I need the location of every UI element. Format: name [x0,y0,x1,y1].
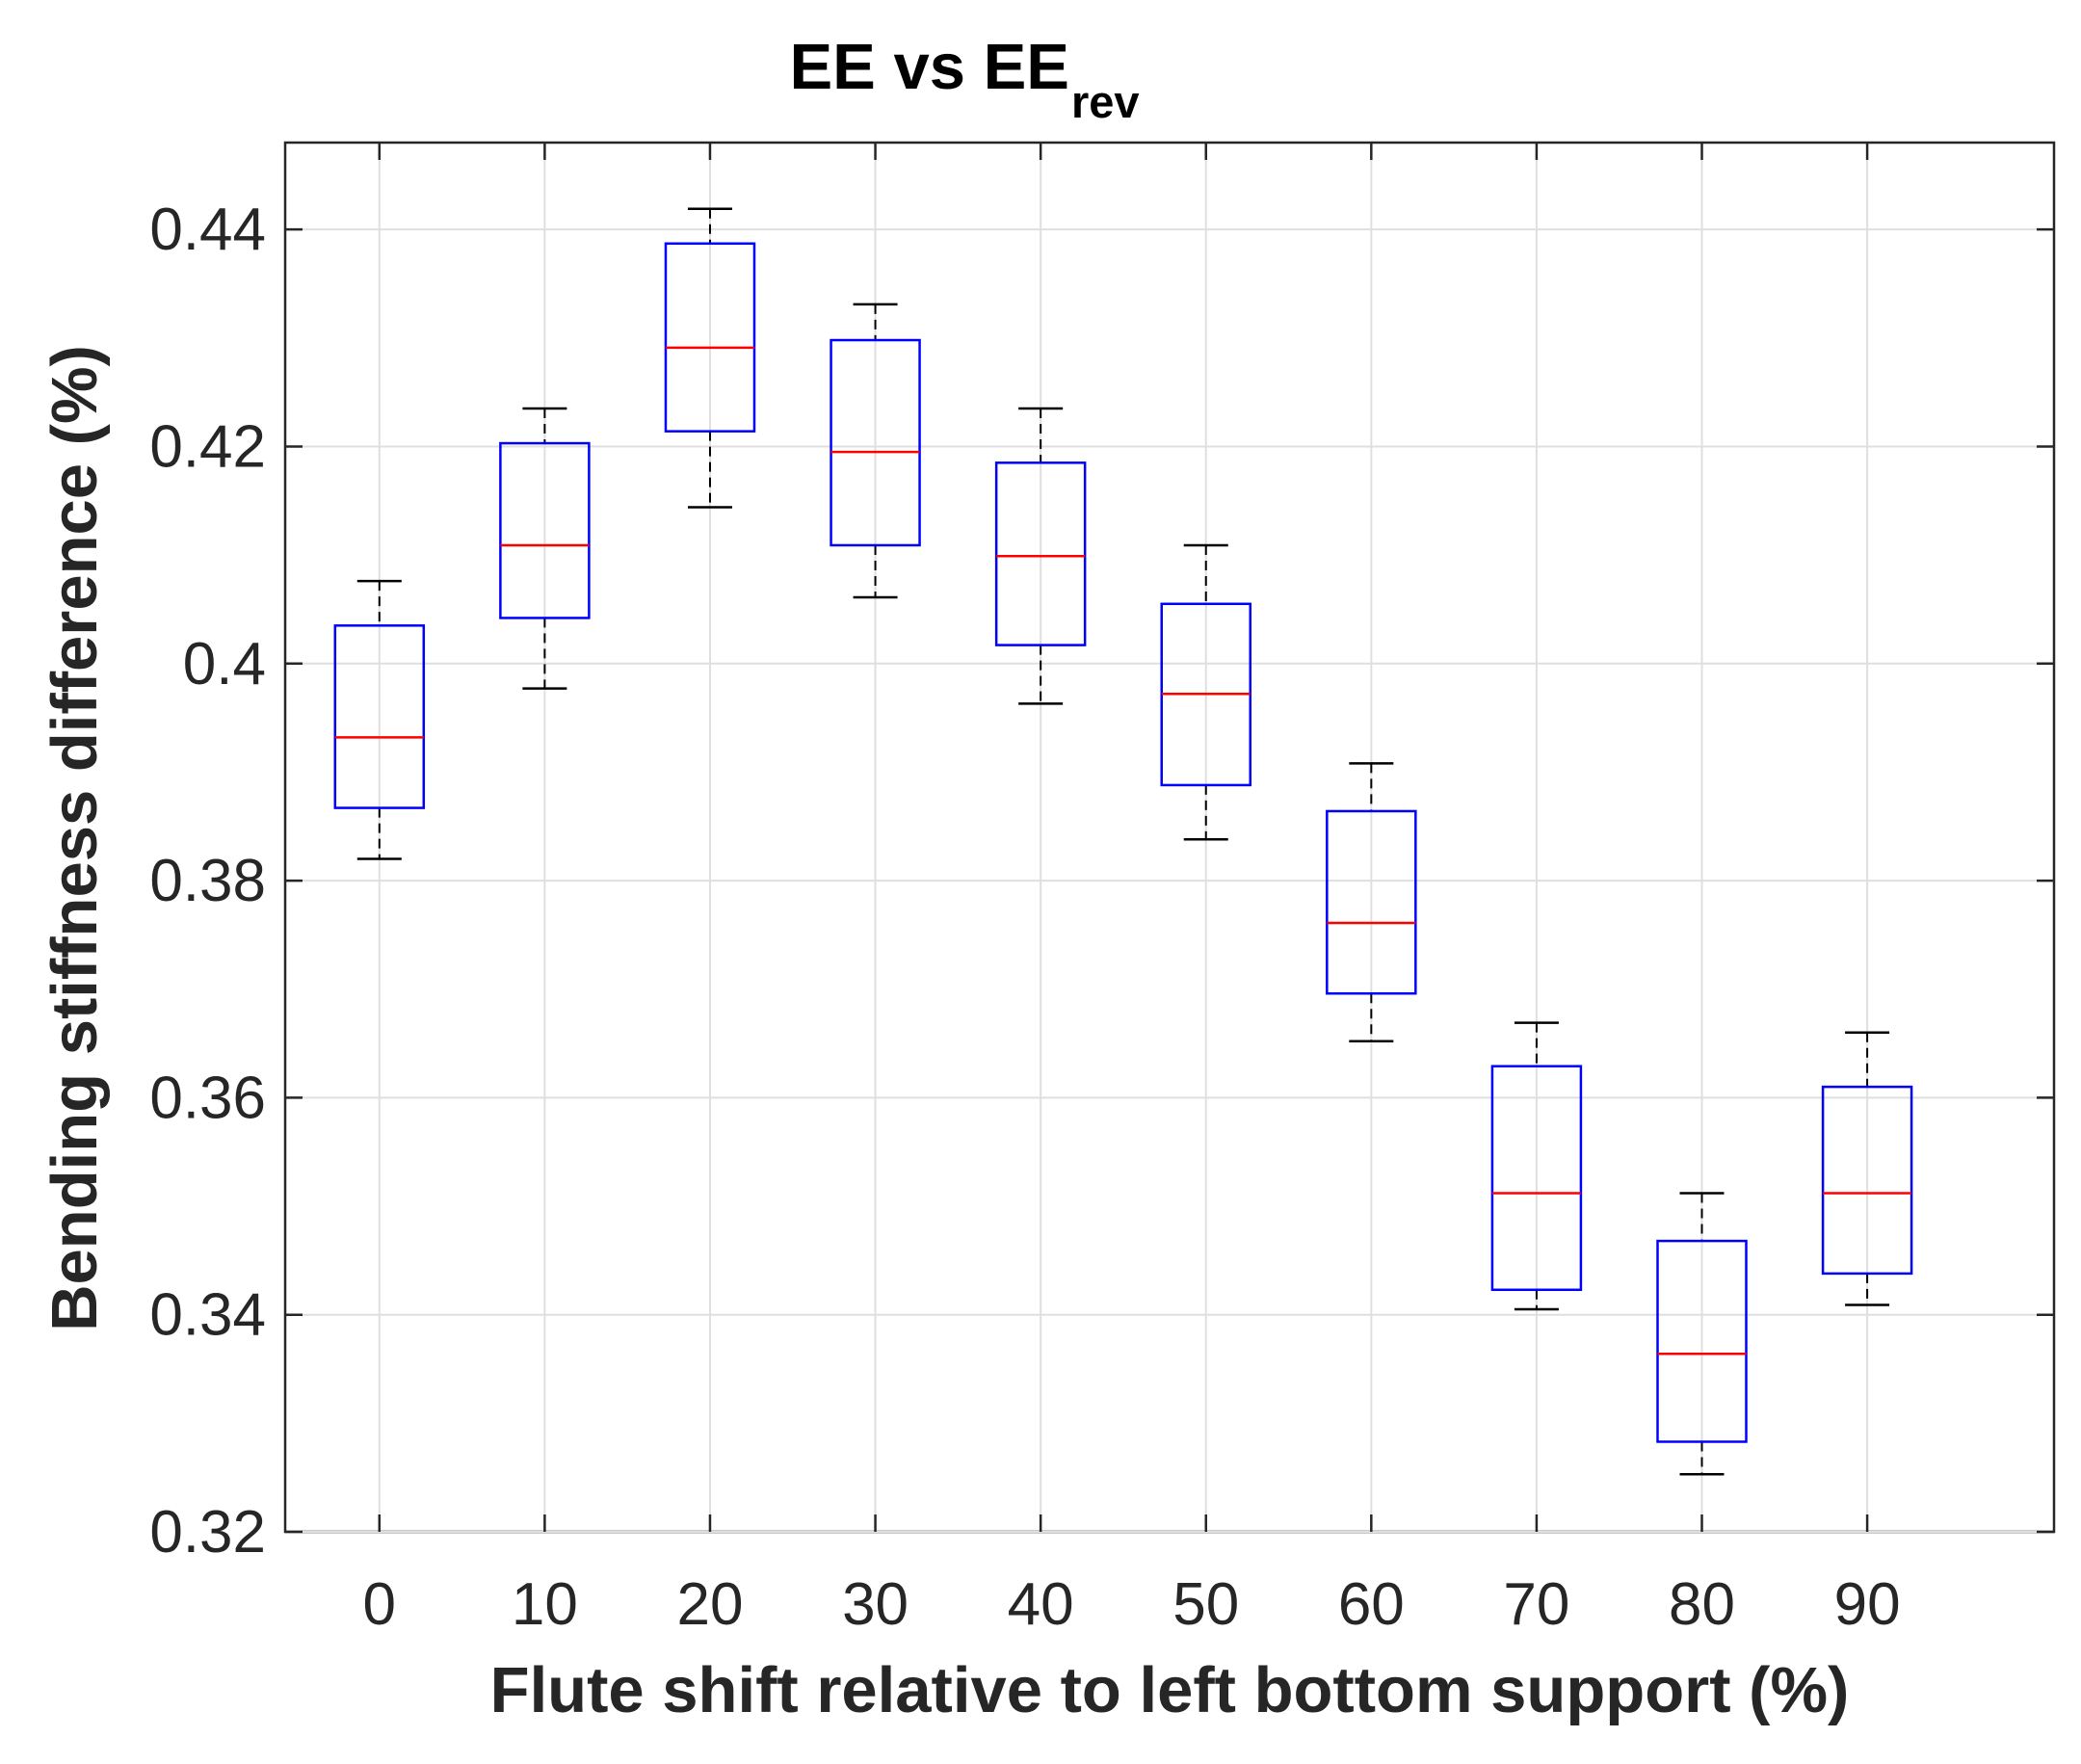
x-tick-label: 50 [1172,1571,1239,1638]
iqr-box [1656,1239,1748,1443]
chart-title-subscript: rev [1071,76,1140,127]
x-tick-label: 60 [1338,1571,1405,1638]
box-group-20 [664,207,756,509]
y-tick-label: 0.36 [149,1065,266,1131]
y-axis-label: Bending stiffness difference (%) [39,345,111,1331]
box-group-30 [830,303,921,599]
axes-box [283,141,2056,1534]
y-tick-label: 0.38 [149,848,266,914]
iqr-box [1490,1065,1583,1292]
y-tick-label: 0.4 [183,631,266,698]
chart-title-main: EE vs EE [789,31,1069,103]
box-group-80 [1656,1192,1748,1476]
box-group-60 [1326,762,1417,1043]
y-tick-labels: 0.32 0.34 0.36 0.38 0.4 0.42 0.44 [149,197,266,1566]
y-tick-label: 0.42 [149,413,266,480]
iqr-box [664,242,756,433]
x-tick-label: 0 [363,1571,396,1638]
x-tick-label: 80 [1669,1571,1735,1638]
grid-lines [285,143,2054,1533]
box-group-50 [1160,543,1251,841]
y-tick-label: 0.32 [149,1499,266,1566]
box-group-90 [1821,1031,1913,1306]
iqr-box [1821,1085,1913,1276]
iqr-box [994,461,1087,646]
tick-marks [285,143,2054,1534]
iqr-box [1326,809,1417,995]
plot-area [283,141,2056,1534]
box-group-0 [333,579,426,860]
iqr-box [499,441,591,619]
y-tick-label: 0.44 [149,197,266,263]
box-group-70 [1490,1021,1583,1311]
x-tick-label: 90 [1834,1571,1901,1638]
box-group-10 [499,407,591,690]
x-axis-label: Flute shift relative to left bottom supp… [490,1654,1850,1726]
iqr-box [830,338,921,547]
x-tick-label: 70 [1503,1571,1569,1638]
x-tick-label: 40 [1008,1571,1074,1638]
y-tick-label: 0.34 [149,1282,266,1349]
x-tick-label: 30 [842,1571,909,1638]
x-tick-label: 20 [676,1571,743,1638]
box-group-40 [994,407,1087,705]
chart-title: EE vs EE [789,31,1069,103]
box-series [333,207,1913,1476]
iqr-box [333,624,426,809]
x-tick-label: 10 [512,1571,578,1638]
x-tick-labels: 0 10 20 30 40 50 60 70 80 90 [363,1571,1901,1638]
